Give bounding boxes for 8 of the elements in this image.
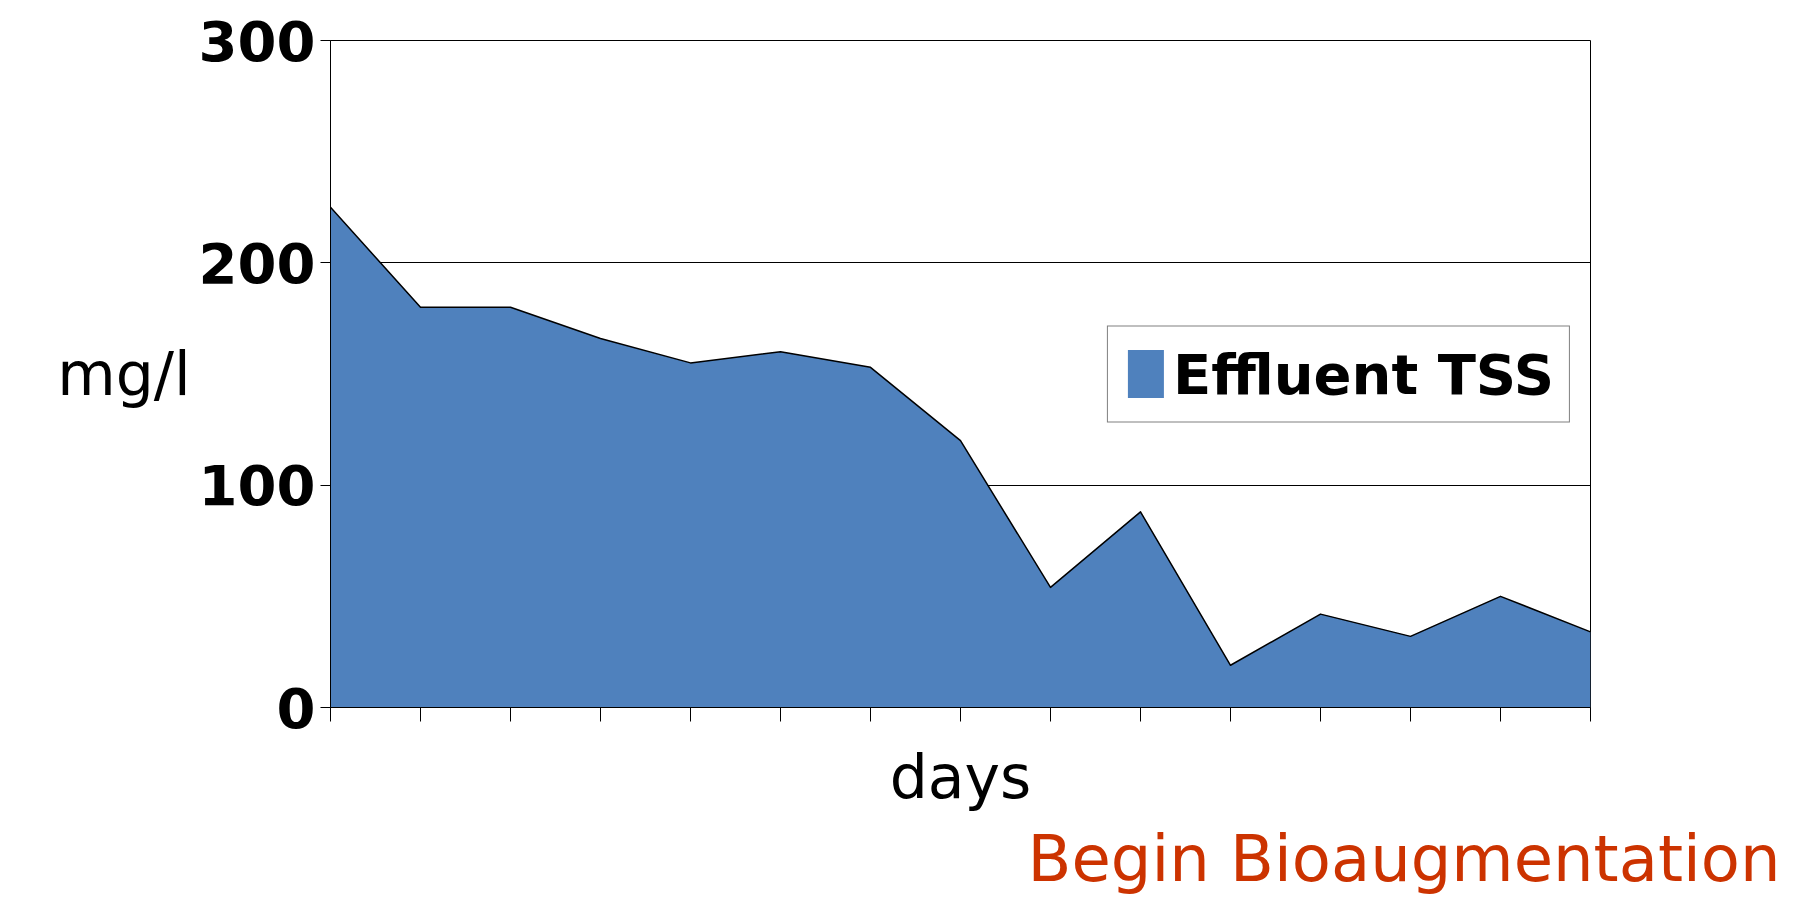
x-axis-title: days (889, 741, 1032, 812)
y-axis-title: mg/l (57, 339, 191, 409)
y-tick-label: 100 (198, 453, 316, 519)
legend-label: Effluent TSS (1172, 341, 1554, 406)
y-tick-label: 300 (198, 8, 316, 74)
y-tick-label: 200 (198, 230, 316, 296)
y-tick-label: 0 (276, 675, 316, 741)
text: Begin Bioaugmentation (1027, 821, 1781, 896)
